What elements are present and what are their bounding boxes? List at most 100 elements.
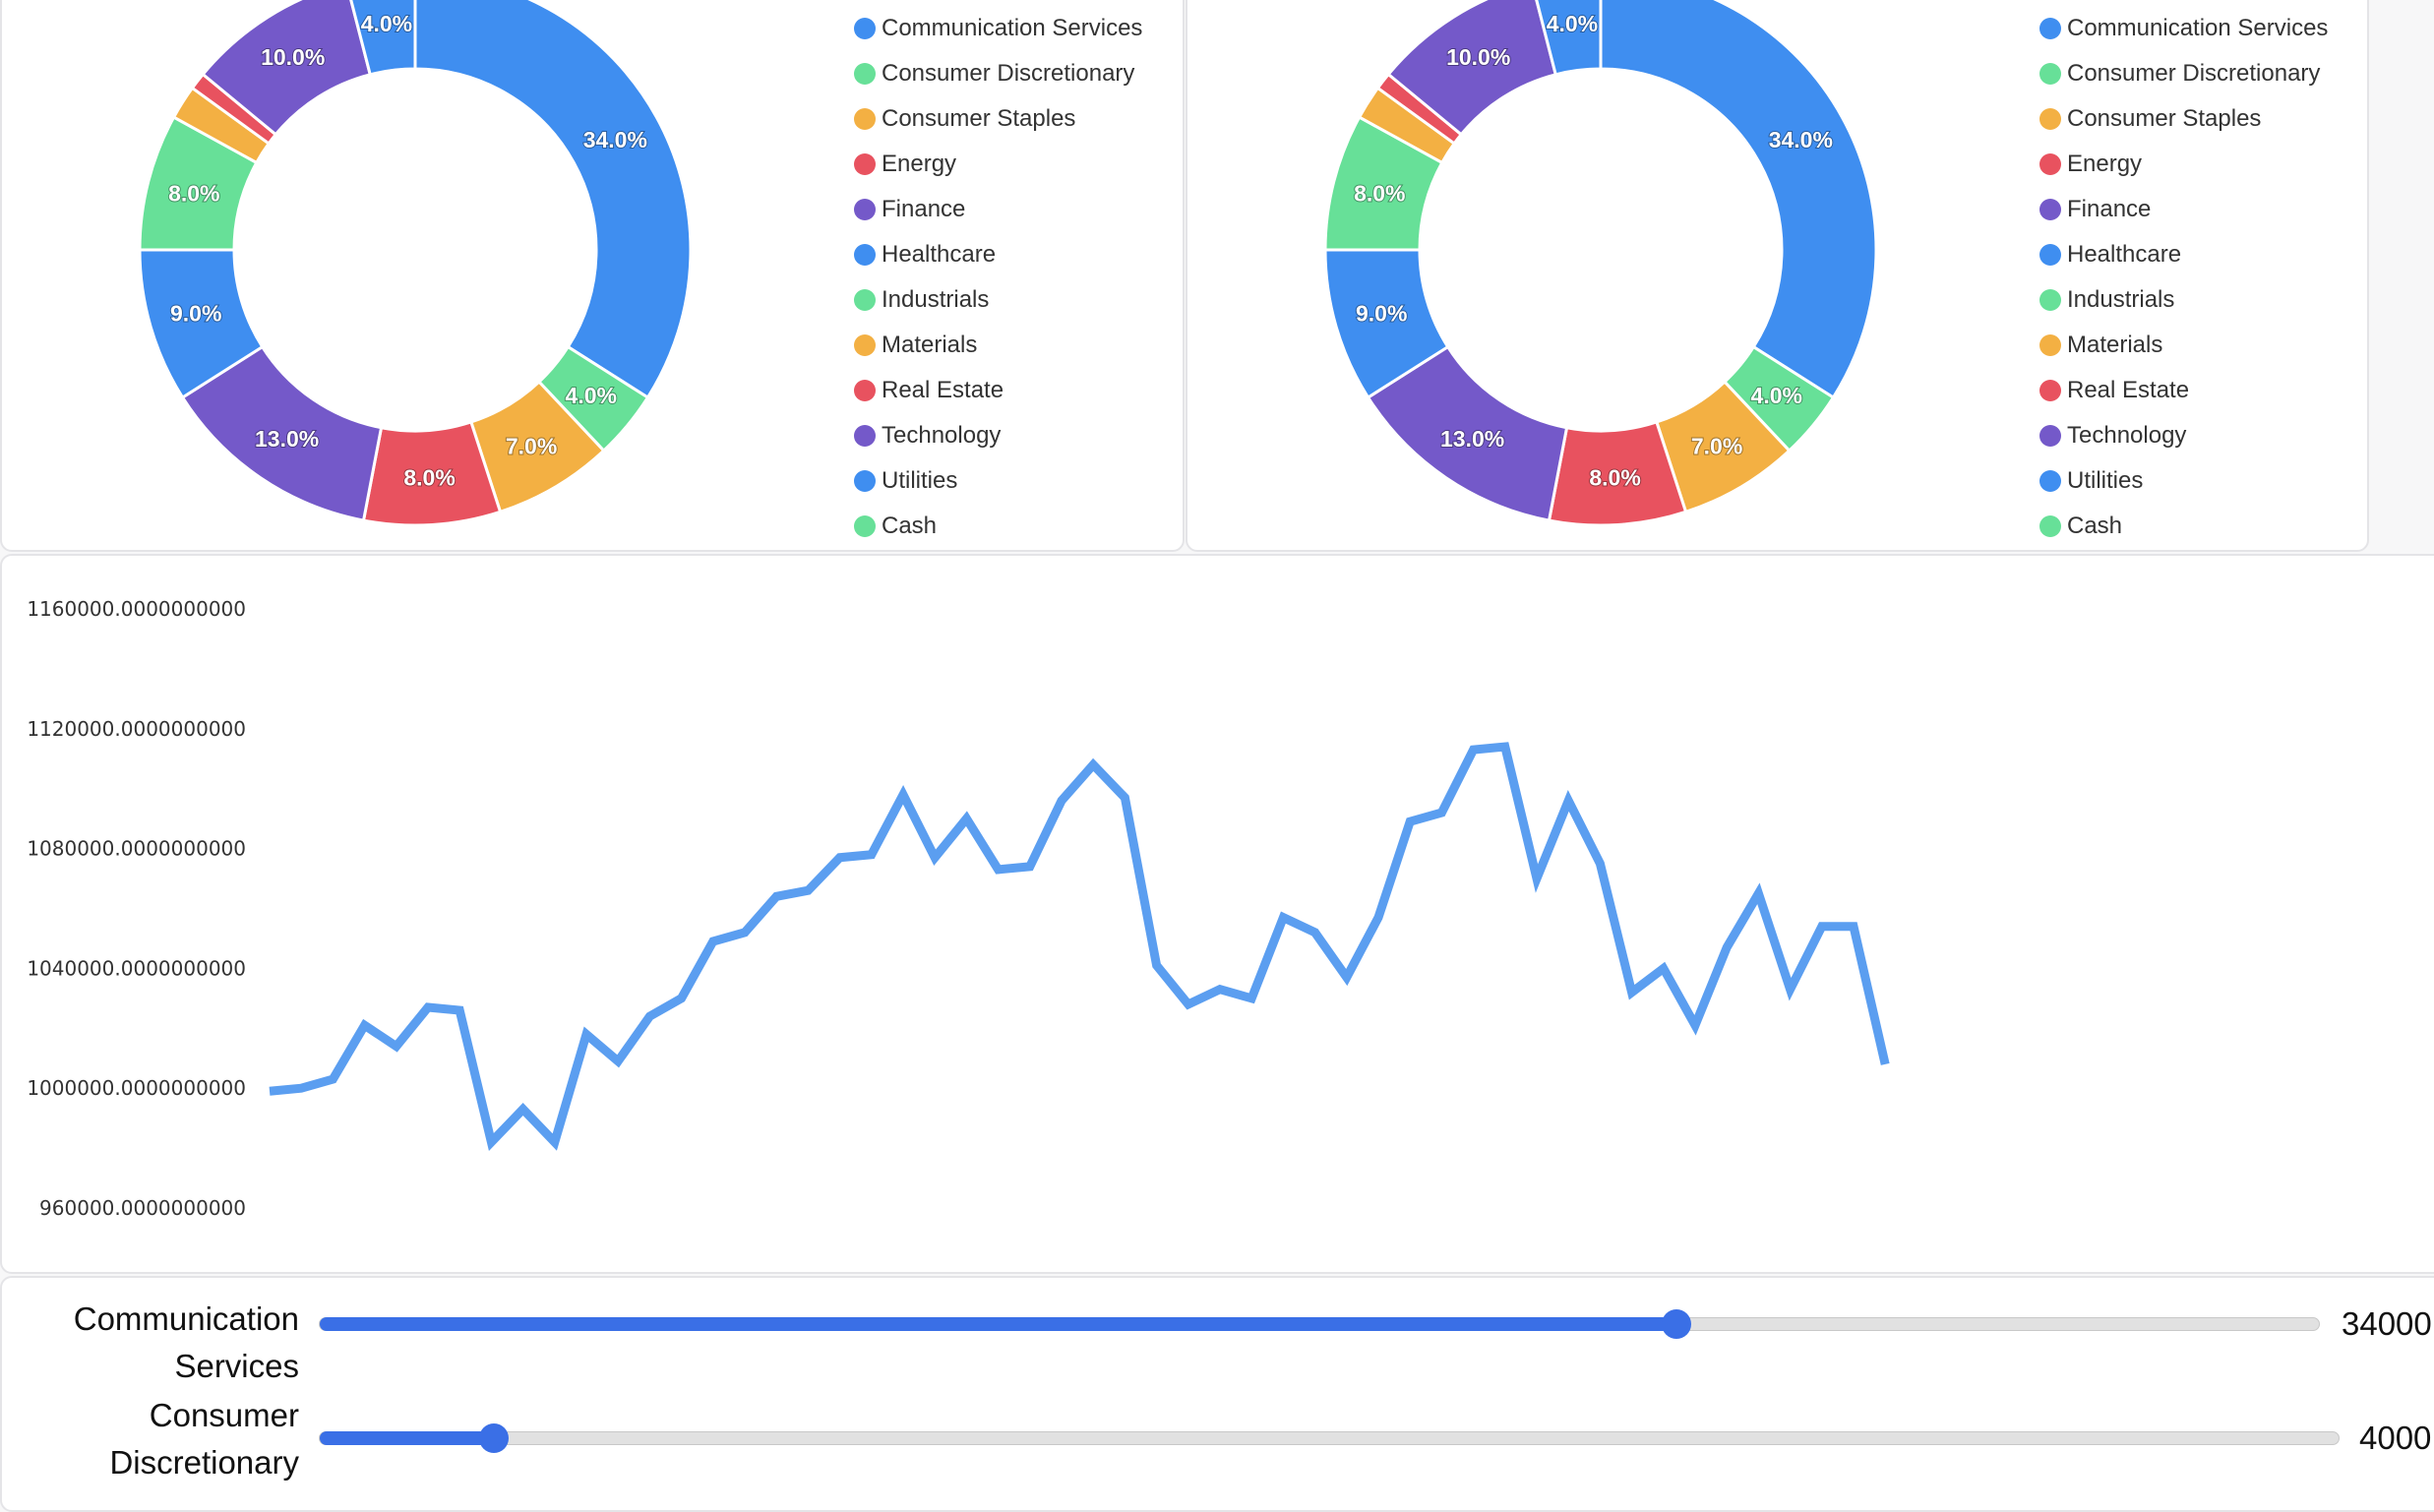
slider-track-communication-services[interactable]	[319, 1309, 2320, 1339]
legend-label: Energy	[2067, 151, 2143, 177]
slider-label-communication-services: Communication Services	[73, 1300, 299, 1384]
slider-thumb-consumer-discretionary[interactable]	[479, 1423, 509, 1453]
legend-swatch-icon	[854, 18, 876, 39]
legend-item-real-estate[interactable]: Real Estate	[854, 376, 1004, 405]
legend-label: Utilities	[2067, 467, 2144, 494]
portfolio-value-chart-card: 1160000.0000000000 1120000.0000000000 1080…	[0, 554, 2434, 1274]
legend-item-communication-services[interactable]: Communication Services	[854, 14, 1142, 43]
donut-slice-label: 13.0%	[1440, 426, 1504, 452]
legend-item-healthcare[interactable]: Healthcare	[2039, 240, 2181, 270]
legend-item-industrials[interactable]: Industrials	[854, 285, 989, 315]
legend-item-consumer-staples[interactable]: Consumer Staples	[854, 104, 1075, 134]
slider-thumb-communication-services[interactable]	[1662, 1309, 1691, 1339]
legend-label: Communication Services	[882, 15, 1143, 41]
legend-label: Materials	[2067, 332, 2163, 358]
legend-item-industrials[interactable]: Industrials	[2039, 285, 2174, 315]
legend-item-materials[interactable]: Materials	[854, 331, 977, 360]
legend-swatch-icon	[2039, 515, 2061, 537]
legend-item-technology[interactable]: Technology	[2039, 421, 2186, 451]
slider-fill	[320, 1317, 1676, 1331]
legend-item-utilities[interactable]: Utilities	[854, 466, 957, 496]
legend-swatch-icon	[2039, 108, 2061, 130]
donut-slice-label: 34.0%	[583, 127, 647, 152]
legend-swatch-icon	[854, 153, 876, 175]
donut-slice-label: 7.0%	[506, 434, 557, 459]
legend-item-technology[interactable]: Technology	[854, 421, 1001, 451]
donut-slice-label: 7.0%	[1691, 434, 1742, 459]
legend-item-finance[interactable]: Finance	[2039, 195, 2151, 224]
legend-swatch-icon	[2039, 63, 2061, 85]
donut-slice-label: 8.0%	[1354, 180, 1405, 206]
legend-label: Cash	[882, 513, 938, 539]
legend-swatch-icon	[854, 470, 876, 492]
legend-swatch-icon	[2039, 244, 2061, 266]
legend-item-consumer-staples[interactable]: Consumer Staples	[2039, 104, 2261, 134]
legend-label: Consumer Discretionary	[882, 60, 1135, 87]
slider-track-consumer-discretionary[interactable]	[319, 1423, 2340, 1453]
donut-slice-communication-services[interactable]	[1599, 0, 1878, 400]
legend-label: Consumer Staples	[882, 105, 1076, 132]
legend-swatch-icon	[854, 289, 876, 311]
legend-swatch-icon	[2039, 425, 2061, 447]
donut-slice-label: 8.0%	[1589, 465, 1640, 491]
donut-chart-right: 34.0% 4.0% 7.0% 8.0% 13.0% 9.0% 8.0% 10.0% 4.0%	[1323, 0, 1878, 527]
legend-swatch-icon	[854, 425, 876, 447]
legend-swatch-icon	[854, 108, 876, 130]
legend-item-utilities[interactable]: Utilities	[2039, 466, 2143, 496]
legend-item-energy[interactable]: Energy	[2039, 150, 2142, 179]
legend-item-real-estate[interactable]: Real Estate	[2039, 376, 2189, 405]
legend-label: Materials	[882, 332, 978, 358]
legend-label: Communication Services	[2067, 15, 2329, 41]
donut-slice-label: 4.0%	[361, 11, 412, 36]
legend-label: Technology	[2067, 422, 2187, 449]
y-tick-label: 1040000.0000000000	[27, 956, 246, 980]
donut-slice-utilities[interactable]	[1532, 0, 1603, 77]
slider-label-consumer-discretionary: Consumer Discretionary	[109, 1397, 299, 1481]
donut-slice-utilities[interactable]	[346, 0, 417, 77]
legend-swatch-icon	[854, 63, 876, 85]
legend-label: Cash	[2067, 513, 2123, 539]
donut-slice-technology[interactable]	[201, 0, 373, 137]
legend-swatch-icon	[854, 244, 876, 266]
legend-item-communication-services[interactable]: Communication Services	[2039, 14, 2328, 43]
legend-label: Industrials	[882, 286, 990, 313]
allocation-sliders-card: Communication Services 34000 Consumer Di…	[0, 1276, 2434, 1512]
legend-item-finance[interactable]: Finance	[854, 195, 965, 224]
donut-slice-label: 10.0%	[261, 44, 325, 70]
donut-slice-label: 8.0%	[403, 465, 455, 491]
legend-swatch-icon	[2039, 199, 2061, 220]
legend-item-healthcare[interactable]: Healthcare	[854, 240, 996, 270]
legend-item-consumer-discretionary[interactable]: Consumer Discretionary	[2039, 59, 2320, 89]
donut-chart-left: 34.0% 4.0% 7.0% 8.0% 13.0% 9.0% 8.0% 10.0% 4.0%	[138, 0, 693, 527]
portfolio-value-line	[269, 742, 1890, 1152]
legend-swatch-icon	[2039, 289, 2061, 311]
legend-swatch-icon	[854, 199, 876, 220]
y-tick-label: 960000.0000000000	[39, 1196, 246, 1220]
y-tick-label: 1120000.0000000000	[27, 717, 246, 741]
legend-swatch-icon	[2039, 334, 2061, 356]
donut-slice-label: 10.0%	[1446, 44, 1510, 70]
legend-item-energy[interactable]: Energy	[854, 150, 956, 179]
slider-row-consumer-discretionary: Consumer Discretionary 4000	[2, 1392, 2434, 1500]
legend-item-consumer-discretionary[interactable]: Consumer Discretionary	[854, 59, 1134, 89]
legend-label: Energy	[882, 151, 957, 177]
donut-slice-technology[interactable]	[1386, 0, 1558, 137]
legend-swatch-icon	[854, 515, 876, 537]
legend-label: Finance	[882, 196, 966, 222]
legend-item-cash[interactable]: Cash	[854, 512, 937, 541]
allocation-chart-card-right: 34.0% 4.0% 7.0% 8.0% 13.0% 9.0% 8.0% 10.0% 4.0% …	[1186, 0, 2369, 552]
legend-swatch-icon	[2039, 153, 2061, 175]
legend-label: Healthcare	[882, 241, 997, 268]
portfolio-line-chart: 1160000.0000000000 1120000.0000000000 1080…	[27, 597, 1890, 1220]
y-tick-label: 1080000.0000000000	[27, 837, 246, 861]
legend-label: Industrials	[2067, 286, 2175, 313]
slider-value-consumer-discretionary: 4000	[2359, 1420, 2432, 1456]
legend-swatch-icon	[2039, 380, 2061, 401]
legend-swatch-icon	[854, 334, 876, 356]
legend-swatch-icon	[2039, 18, 2061, 39]
donut-slice-communication-services[interactable]	[413, 0, 693, 400]
legend-item-cash[interactable]: Cash	[2039, 512, 2122, 541]
legend-label: Technology	[882, 422, 1002, 449]
legend-item-materials[interactable]: Materials	[2039, 331, 2162, 360]
donut-slice-label: 4.0%	[1547, 11, 1598, 36]
